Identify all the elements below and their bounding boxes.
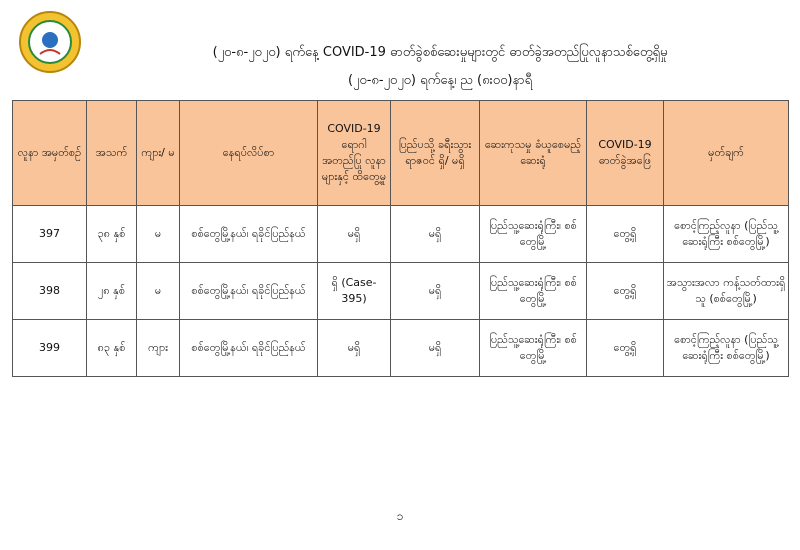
cell-travel: မရှိ <box>390 262 480 320</box>
col-serial: လူနာ အမှတ်စဉ် <box>12 100 87 206</box>
col-contact: COVID-19 ရောဂါ အတည်ပြု လူနာများနှင့် ထိတ… <box>317 100 391 206</box>
document-subtitle: (၂၀-၈-၂၀၂၀) ရက်နေ့၊ ည (၈း၀၀)နာရီ <box>347 73 533 88</box>
cell-address: စစ်တွေမြို့နယ်၊ ရခိုင်ပြည်နယ် <box>179 205 318 263</box>
table-row: 398 ၂၈ နှစ်မစစ်တွေမြို့နယ်၊ ရခိုင်ပြည်နယ်… <box>12 262 789 320</box>
cell-serial: 399 <box>12 319 87 377</box>
document-title: (၂၀-၈-၂၀၂၀) ရက်နေ့ COVID-19 ဓာတ်ခွဲစစ်ဆေ… <box>212 45 668 60</box>
table-header: လူနာ အမှတ်စဉ် အသက် ကျား/ မ နေရပ်လိပ်စာ C… <box>12 100 789 206</box>
cell-remarks: အသွားအလာ ကန့်သတ်ထားရှိသူ (စစ်တွေမြို့) <box>663 262 789 320</box>
cell-age: ၃၈ နှစ် <box>86 205 137 263</box>
cell-contact: မရှိ <box>317 319 391 377</box>
cell-result: တွေ့ရှိ <box>586 205 664 263</box>
cell-serial: 398 <box>12 262 87 320</box>
table-row: 397 ၃၈ နှစ်မစစ်တွေမြို့နယ်၊ ရခိုင်ပြည်နယ်… <box>12 205 789 263</box>
cases-table: လူနာ အမှတ်စဉ် အသက် ကျား/ မ နေရပ်လိပ်စာ C… <box>12 100 789 377</box>
cell-age: ၈၃ နှစ် <box>86 319 137 377</box>
col-result: COVID-19 ဓာတ်ခွဲအဖြေ <box>586 100 664 206</box>
cell-result: တွေ့ရှိ <box>586 262 664 320</box>
cell-travel: မရှိ <box>390 205 480 263</box>
cell-hospital: ပြည်သူ့ဆေးရုံကြီး၊ စစ်တွေမြို့ <box>479 262 587 320</box>
cell-age: ၂၈ နှစ် <box>86 262 137 320</box>
cell-remarks: စောင့်ကြည့်လူနာ (ပြည်သူ့ဆေးရုံကြီး စစ်တွ… <box>663 319 789 377</box>
cell-sex: မ <box>136 205 180 263</box>
cell-sex: ကျား <box>136 319 180 377</box>
cell-hospital: ပြည်သူ့ဆေးရုံကြီး၊ စစ်တွေမြို့ <box>479 319 587 377</box>
cell-result: တွေ့ရှိ <box>586 319 664 377</box>
cell-contact: ရှိ (Case-395) <box>317 262 391 320</box>
col-address: နေရပ်လိပ်စာ <box>179 100 318 206</box>
col-hospital: ဆေးကုသမှု ခံယူစေမည့်ဆေးရုံ <box>479 100 587 206</box>
ministry-logo <box>19 11 81 73</box>
cell-hospital: ပြည်သူ့ဆေးရုံကြီး၊ စစ်တွေမြို့ <box>479 205 587 263</box>
cell-address: စစ်တွေမြို့နယ်၊ ရခိုင်ပြည်နယ် <box>179 262 318 320</box>
page-number: ၁ <box>396 509 404 523</box>
cell-contact: မရှိ <box>317 205 391 263</box>
cell-sex: မ <box>136 262 180 320</box>
col-travel: ပြည်ပသို့ ခရီးသွား ရာဇဝင် ရှိ/ မရှိ <box>390 100 480 206</box>
cell-travel: မရှိ <box>390 319 480 377</box>
cell-serial: 397 <box>12 205 87 263</box>
table-row: 399 ၈၃ နှစ် ကျား စစ်တွေမြို့နယ်၊ ရခိုင်ပြည်… <box>12 319 789 377</box>
cell-remarks: စောင့်ကြည့်လူနာ (ပြည်သူ့ဆေးရုံကြီး စစ်တွ… <box>663 205 789 263</box>
col-age: အသက် <box>86 100 137 206</box>
col-remarks: မှတ်ချက် <box>663 100 789 206</box>
col-sex: ကျား/ မ <box>136 100 180 206</box>
cell-address: စစ်တွေမြို့နယ်၊ ရခိုင်ပြည်နယ် <box>179 319 318 377</box>
